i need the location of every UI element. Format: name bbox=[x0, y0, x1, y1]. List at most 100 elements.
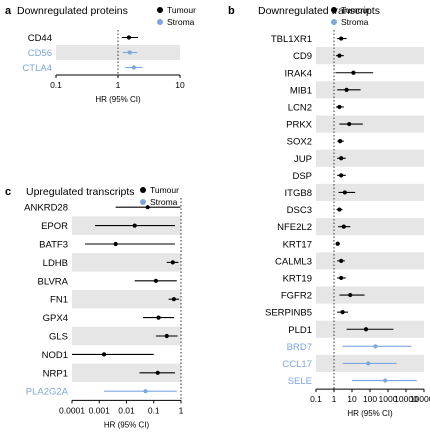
row-band bbox=[316, 252, 424, 270]
row-label: KRT17 bbox=[283, 239, 312, 250]
row-label: LCN2 bbox=[288, 102, 312, 113]
row-label: BLVRA bbox=[38, 276, 69, 287]
x-tick-label: 1000 bbox=[379, 394, 398, 404]
hr-point bbox=[164, 333, 169, 339]
hr-point bbox=[337, 104, 342, 110]
hr-point bbox=[335, 241, 340, 246]
panel-label: c bbox=[5, 186, 11, 198]
x-tick-label: 0.001 bbox=[89, 405, 111, 415]
row-label: IRAK4 bbox=[285, 68, 312, 79]
hr-point bbox=[373, 344, 378, 349]
legend-label-stroma: Stroma bbox=[150, 197, 178, 207]
row-band bbox=[72, 290, 181, 309]
row-label: SOX2 bbox=[287, 137, 312, 148]
hr-point bbox=[113, 241, 118, 247]
x-tick-label: 10000 bbox=[394, 394, 418, 404]
hr-point bbox=[366, 361, 371, 366]
row-label: FN1 bbox=[50, 295, 68, 306]
legend-marker-tumour bbox=[140, 187, 146, 193]
x-tick-label: 1 bbox=[179, 405, 184, 415]
legend-marker-stroma bbox=[331, 19, 337, 25]
row-label: EPOR bbox=[41, 221, 68, 232]
hr-point bbox=[339, 258, 344, 263]
legend-label-tumour: Tumour bbox=[167, 5, 196, 15]
panel-label: a bbox=[5, 5, 12, 17]
x-tick-label: 10 bbox=[347, 394, 357, 404]
row-label: BRD7 bbox=[287, 342, 312, 353]
hr-point bbox=[383, 378, 388, 383]
panel-title: Downregulated transcripts bbox=[258, 5, 380, 17]
hr-point bbox=[338, 139, 343, 144]
x-tick-label: 0.1 bbox=[50, 80, 62, 90]
hr-point bbox=[126, 35, 132, 40]
hr-point bbox=[337, 53, 342, 58]
row-band bbox=[72, 253, 181, 272]
row-label: CD56 bbox=[28, 48, 52, 59]
legend-label-tumour: Tumour bbox=[150, 185, 179, 195]
row-label: NRP1 bbox=[43, 368, 68, 379]
hr-point bbox=[339, 156, 344, 161]
row-label: PLD1 bbox=[288, 325, 312, 336]
legend-label-stroma: Stroma bbox=[341, 17, 369, 27]
row-band bbox=[316, 149, 424, 167]
x-tick-label: 0.1 bbox=[148, 405, 160, 415]
hr-point bbox=[143, 389, 148, 394]
legend-marker-stroma bbox=[157, 19, 163, 25]
row-label: CD44 bbox=[28, 33, 52, 44]
legend-marker-tumour bbox=[331, 7, 337, 13]
row-label: DSC3 bbox=[287, 205, 312, 216]
hr-point bbox=[131, 65, 136, 70]
row-label: DSP bbox=[292, 171, 312, 182]
x-tick-label: 100000 bbox=[410, 394, 430, 404]
hr-point bbox=[363, 327, 369, 332]
row-label: SERPINB5 bbox=[265, 308, 312, 319]
hr-point bbox=[153, 278, 159, 283]
x-tick-label: 0.1 bbox=[310, 394, 322, 404]
row-label: LDHB bbox=[43, 258, 68, 269]
row-label: BATF3 bbox=[39, 240, 68, 251]
row-label: GPX4 bbox=[43, 313, 68, 324]
hr-point bbox=[339, 173, 344, 178]
row-label: KRT19 bbox=[283, 273, 312, 284]
row-band bbox=[72, 326, 181, 346]
hr-point bbox=[145, 205, 150, 210]
row-label: PRKX bbox=[286, 120, 313, 131]
row-label: NOD1 bbox=[42, 350, 68, 361]
x-axis-label: HR (95% CI) bbox=[347, 409, 393, 418]
hr-point bbox=[351, 70, 356, 75]
x-tick-label: 0.01 bbox=[118, 405, 135, 415]
row-label: JUP bbox=[294, 154, 312, 165]
hr-point bbox=[340, 310, 345, 315]
row-label: PLA2G2A bbox=[26, 387, 69, 398]
row-band bbox=[316, 183, 424, 201]
row-label: CD9 bbox=[293, 51, 312, 62]
hr-point bbox=[155, 370, 160, 375]
row-label: MIB1 bbox=[290, 85, 312, 96]
legend-label-tumour: Tumour bbox=[341, 5, 370, 15]
legend-marker-stroma bbox=[140, 199, 146, 205]
row-label: ITGB8 bbox=[285, 188, 312, 199]
row-label: NFE2L2 bbox=[277, 222, 312, 233]
hr-point bbox=[101, 352, 107, 357]
x-axis-label: HR (95% CI) bbox=[95, 95, 141, 104]
row-label: CALML3 bbox=[275, 256, 312, 267]
x-axis-label: HR (95% CI) bbox=[104, 420, 150, 429]
hr-point bbox=[348, 292, 353, 298]
hr-point bbox=[171, 297, 177, 302]
hr-point bbox=[341, 224, 346, 229]
hr-point bbox=[339, 275, 344, 281]
row-band bbox=[316, 115, 424, 133]
row-band bbox=[316, 47, 424, 65]
hr-point bbox=[347, 121, 352, 127]
legend-label-stroma: Stroma bbox=[167, 17, 195, 27]
row-label: CTLA4 bbox=[22, 63, 52, 74]
x-tick-label: 0.0001 bbox=[59, 405, 85, 415]
row-label: FGFR2 bbox=[281, 291, 312, 302]
panel-title: Upregulated transcripts bbox=[26, 186, 135, 198]
hr-point bbox=[127, 50, 132, 55]
row-band bbox=[316, 286, 424, 304]
panel-label: b bbox=[228, 5, 235, 17]
panel-title: Downregulated proteins bbox=[17, 5, 128, 17]
row-band bbox=[72, 363, 181, 382]
